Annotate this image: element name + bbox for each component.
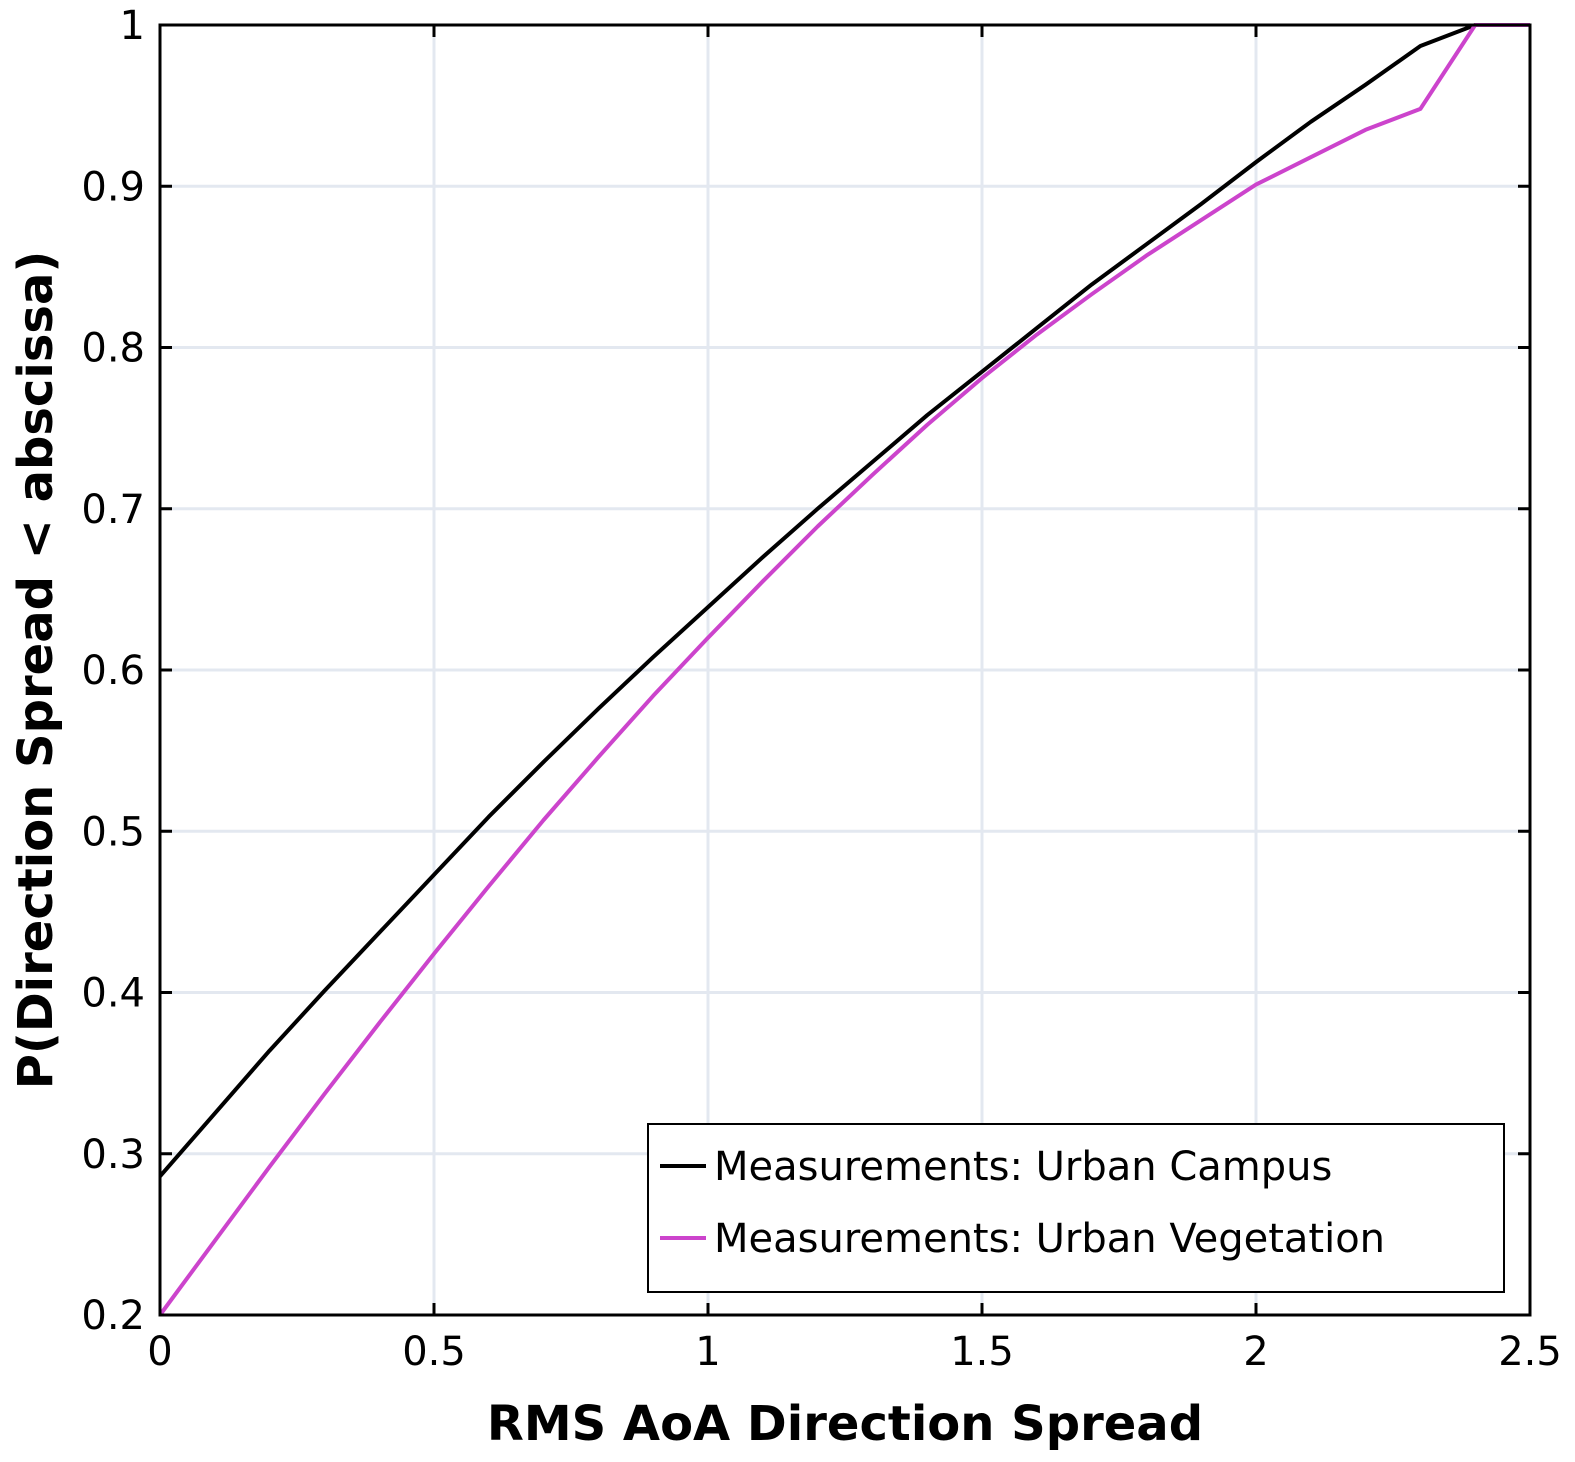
legend-label-urban-campus: Measurements: Urban Campus — [714, 1144, 1332, 1190]
axis-ticks — [158, 23, 1532, 1317]
y-tick-label: 0.4 — [81, 971, 145, 1017]
x-tick-label: 1 — [695, 1329, 720, 1375]
x-tick-label: 2.5 — [1498, 1329, 1562, 1375]
tick-labels: 0 0.5 1 1.5 2 2.5 0.2 0.3 0.4 0.5 0.6 0.7 0.8 0.9 1 — [81, 3, 1561, 1375]
y-tick-label: 0.5 — [81, 809, 145, 855]
series-line-0 — [158, 23, 1530, 1178]
series-layer — [158, 23, 1530, 1317]
x-axis-title: RMS AoA Direction Spread — [487, 1396, 1203, 1452]
y-tick-label: 0.8 — [81, 326, 145, 372]
y-axis-title: P(Direction Spread < abscissa) — [8, 251, 64, 1090]
y-tick-label: 0.6 — [81, 648, 145, 694]
legend-box — [647, 1123, 1505, 1293]
y-tick-label: 0.2 — [81, 1293, 145, 1339]
legend-label-urban-vegetation: Measurements: Urban Vegetation — [714, 1216, 1385, 1262]
y-tick-label: 1 — [120, 3, 145, 49]
x-tick-label: 0.5 — [402, 1329, 466, 1375]
y-tick-label: 0.7 — [81, 487, 145, 533]
x-tick-label: 0 — [147, 1329, 172, 1375]
y-tick-label: 0.3 — [81, 1132, 145, 1178]
x-tick-label: 1.5 — [950, 1329, 1014, 1375]
y-tick-label: 0.9 — [81, 164, 145, 210]
legend: Measurements: Urban Campus Measurements:… — [647, 1123, 1505, 1293]
series-line-1 — [158, 23, 1530, 1317]
x-tick-label: 2 — [1243, 1329, 1268, 1375]
